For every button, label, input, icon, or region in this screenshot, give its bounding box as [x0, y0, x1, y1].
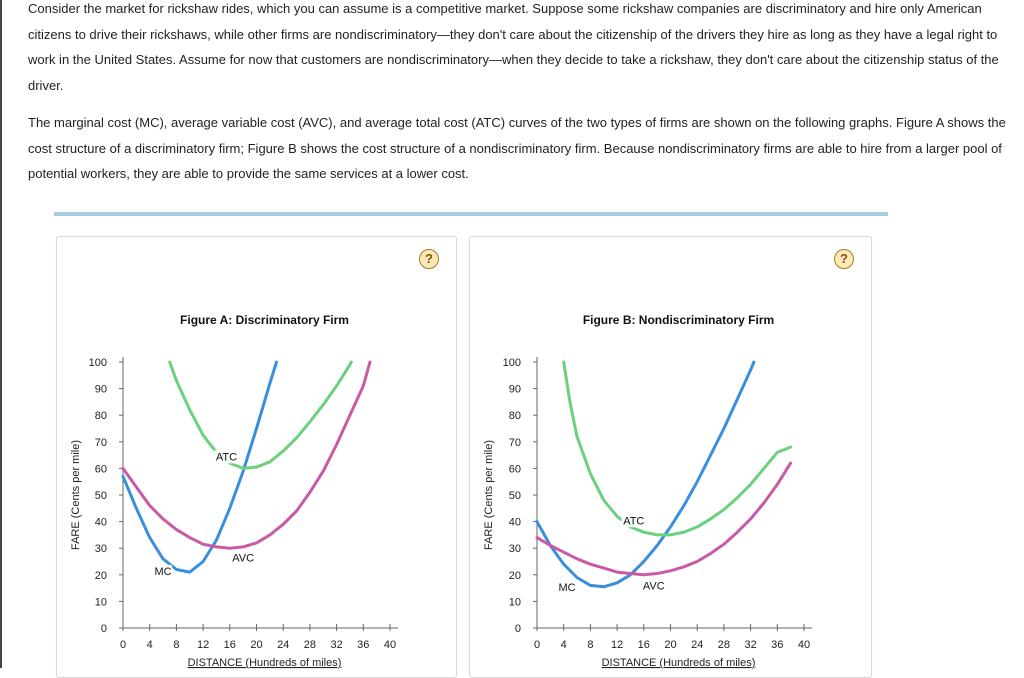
- y-tick-label: 50: [95, 490, 107, 502]
- y-tick-label: 80: [95, 410, 107, 422]
- x-tick-label: 28: [718, 639, 730, 651]
- x-tick-label: 8: [587, 639, 593, 651]
- y-tick-label: 60: [95, 463, 107, 475]
- y-tick-label: 0: [515, 623, 521, 635]
- y-tick-label: 90: [95, 384, 107, 396]
- y-tick-label: 40: [95, 517, 107, 529]
- y-tick-label: 30: [95, 543, 107, 555]
- series-mc-curve: [535, 360, 756, 589]
- x-tick-label: 12: [197, 639, 209, 651]
- y-tick-label: 70: [509, 437, 521, 449]
- intro-paragraph-2: The marginal cost (MC), average variable…: [28, 115, 1006, 181]
- series-label-bg: [213, 450, 239, 464]
- y-tick-label: 90: [509, 384, 521, 396]
- series-label-bg: [230, 551, 256, 565]
- x-tick-label: 4: [561, 639, 567, 651]
- figure-a-chart: Figure A: Discriminatory Firm01020304050…: [70, 313, 398, 669]
- x-tick-label: 32: [330, 639, 342, 651]
- y-tick-label: 60: [509, 463, 521, 475]
- y-tick-label: 70: [95, 437, 107, 449]
- series-atc-label: ATC: [216, 451, 237, 463]
- figure-b-panel: ? Figure B: Nondiscriminatory Firm 0 10 20 3…: [469, 236, 872, 678]
- x-axis-title: DISTANCE (Hundreds of miles): [602, 657, 756, 669]
- x-tick-label: 32: [744, 639, 756, 651]
- x-tick-label: 36: [357, 639, 369, 651]
- section-divider: [54, 212, 888, 216]
- x-tick-label: 36: [771, 639, 783, 651]
- figure-b-chart: Figure B: Nondiscriminatory Firm 0 10 20 30 4…: [483, 313, 812, 669]
- x-tick-label: 16: [224, 639, 236, 651]
- help-icon[interactable]: ?: [419, 249, 439, 269]
- series-mc-label: MC: [154, 566, 171, 578]
- figure-a-panel: ? Figure A: Discriminatory Firm 0 10 20 30 40…: [56, 236, 457, 678]
- window-left-edge: [0, 0, 2, 668]
- x-tick-label: 20: [250, 639, 262, 651]
- series-atc-curve: [562, 360, 793, 537]
- y-tick-label: 10: [509, 596, 521, 608]
- x-tick-label: 4: [147, 639, 153, 651]
- series-mc-curve: [121, 360, 278, 574]
- series-avc-curve: [121, 360, 372, 550]
- x-tick-label: 24: [277, 639, 289, 651]
- y-tick-label: 10: [95, 596, 107, 608]
- series-atc-label: ATC: [623, 515, 644, 527]
- series-atc-curve: [168, 360, 353, 470]
- series-mc-label: MC: [558, 582, 575, 594]
- y-tick-label: 0: [101, 623, 107, 635]
- series-label-bg: [641, 579, 667, 593]
- x-tick-label: 28: [304, 639, 316, 651]
- chart-title: Figure A: Discriminatory Firm: [180, 313, 349, 327]
- y-tick-label: 20: [95, 570, 107, 582]
- x-tick-label: 8: [173, 639, 179, 651]
- x-tick-label: 20: [664, 639, 676, 651]
- chart-title: Figure B: Nondiscriminatory Firm: [583, 313, 774, 327]
- y-tick-label: 40: [509, 517, 521, 529]
- series-label-bg: [621, 514, 647, 528]
- series-avc-label: AVC: [643, 580, 665, 592]
- y-tick-label: 20: [509, 570, 521, 582]
- y-axis-title: FARE (Cents per mile): [70, 440, 82, 550]
- y-tick-label: 30: [509, 543, 521, 555]
- x-tick-label: 12: [611, 639, 623, 651]
- y-tick-label: 100: [503, 357, 521, 369]
- x-tick-label: 24: [691, 639, 703, 651]
- intro-paragraph-1: Consider the market for rickshaw rides, …: [28, 1, 999, 93]
- series-label-bg: [558, 580, 577, 594]
- y-axis-title: FARE (Cents per mile): [483, 440, 495, 550]
- y-tick-label: 50: [509, 490, 521, 502]
- x-tick-label: 40: [384, 639, 396, 651]
- series-label-bg: [154, 564, 173, 578]
- y-tick-label: 100: [89, 357, 107, 369]
- x-tick-label: 40: [798, 639, 810, 651]
- x-tick-label: 0: [534, 639, 540, 651]
- x-tick-label: 0: [120, 639, 126, 651]
- x-axis-title: DISTANCE (Hundreds of miles): [188, 657, 342, 669]
- y-tick-label: 80: [509, 410, 521, 422]
- x-tick-label: 16: [638, 639, 650, 651]
- series-avc-label: AVC: [232, 553, 254, 565]
- series-avc-curve: [535, 461, 793, 577]
- help-icon[interactable]: ?: [834, 249, 854, 269]
